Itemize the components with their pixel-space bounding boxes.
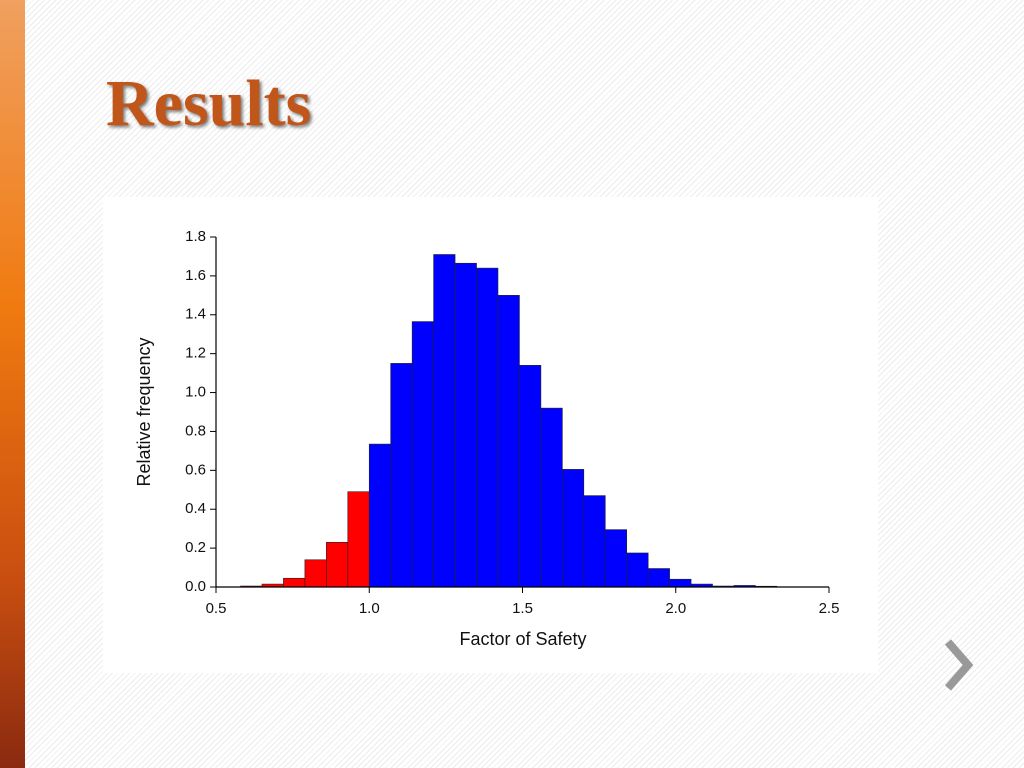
x-tick-label: 1.5 (512, 600, 533, 617)
bar (304, 559, 327, 588)
y-axis-label: Relative frequency (134, 337, 154, 486)
y-tick-label: 0.8 (185, 422, 206, 439)
y-tick-label: 1.2 (185, 345, 206, 362)
y-tick-label: 1.8 (185, 228, 206, 245)
x-tick-label: 1.0 (359, 600, 380, 617)
y-tick-label: 0.6 (185, 461, 206, 478)
y-tick-label: 1.0 (185, 384, 206, 401)
x-tick-label: 2.0 (665, 600, 686, 617)
bar (326, 541, 349, 588)
bar (519, 365, 542, 588)
y-tick-label: 0.0 (185, 578, 206, 595)
x-tick-label: 2.5 (819, 600, 840, 617)
bar (283, 577, 306, 588)
bar (540, 407, 563, 588)
y-tick-label: 0.2 (185, 539, 206, 556)
next-chevron[interactable] (944, 639, 974, 691)
bar (626, 552, 649, 588)
x-axis-label: Factor of Safety (459, 629, 586, 649)
bar (497, 295, 520, 588)
bar (604, 529, 628, 588)
bar (368, 443, 392, 588)
bar (562, 469, 585, 588)
bar (647, 568, 670, 588)
bar (583, 495, 606, 588)
bar (411, 321, 434, 588)
y-tick-label: 0.4 (185, 500, 206, 517)
bar (669, 578, 692, 588)
bar (347, 491, 370, 588)
bar (454, 262, 477, 588)
bar (390, 363, 413, 588)
next-button[interactable] (940, 638, 976, 692)
y-tick-label: 1.6 (185, 267, 206, 284)
side-bar (0, 0, 25, 768)
y-tick-label: 1.4 (185, 306, 206, 323)
x-tick-label: 0.5 (206, 600, 227, 617)
slide-title: Results (106, 67, 312, 140)
bar (433, 254, 456, 588)
bar (476, 267, 499, 588)
